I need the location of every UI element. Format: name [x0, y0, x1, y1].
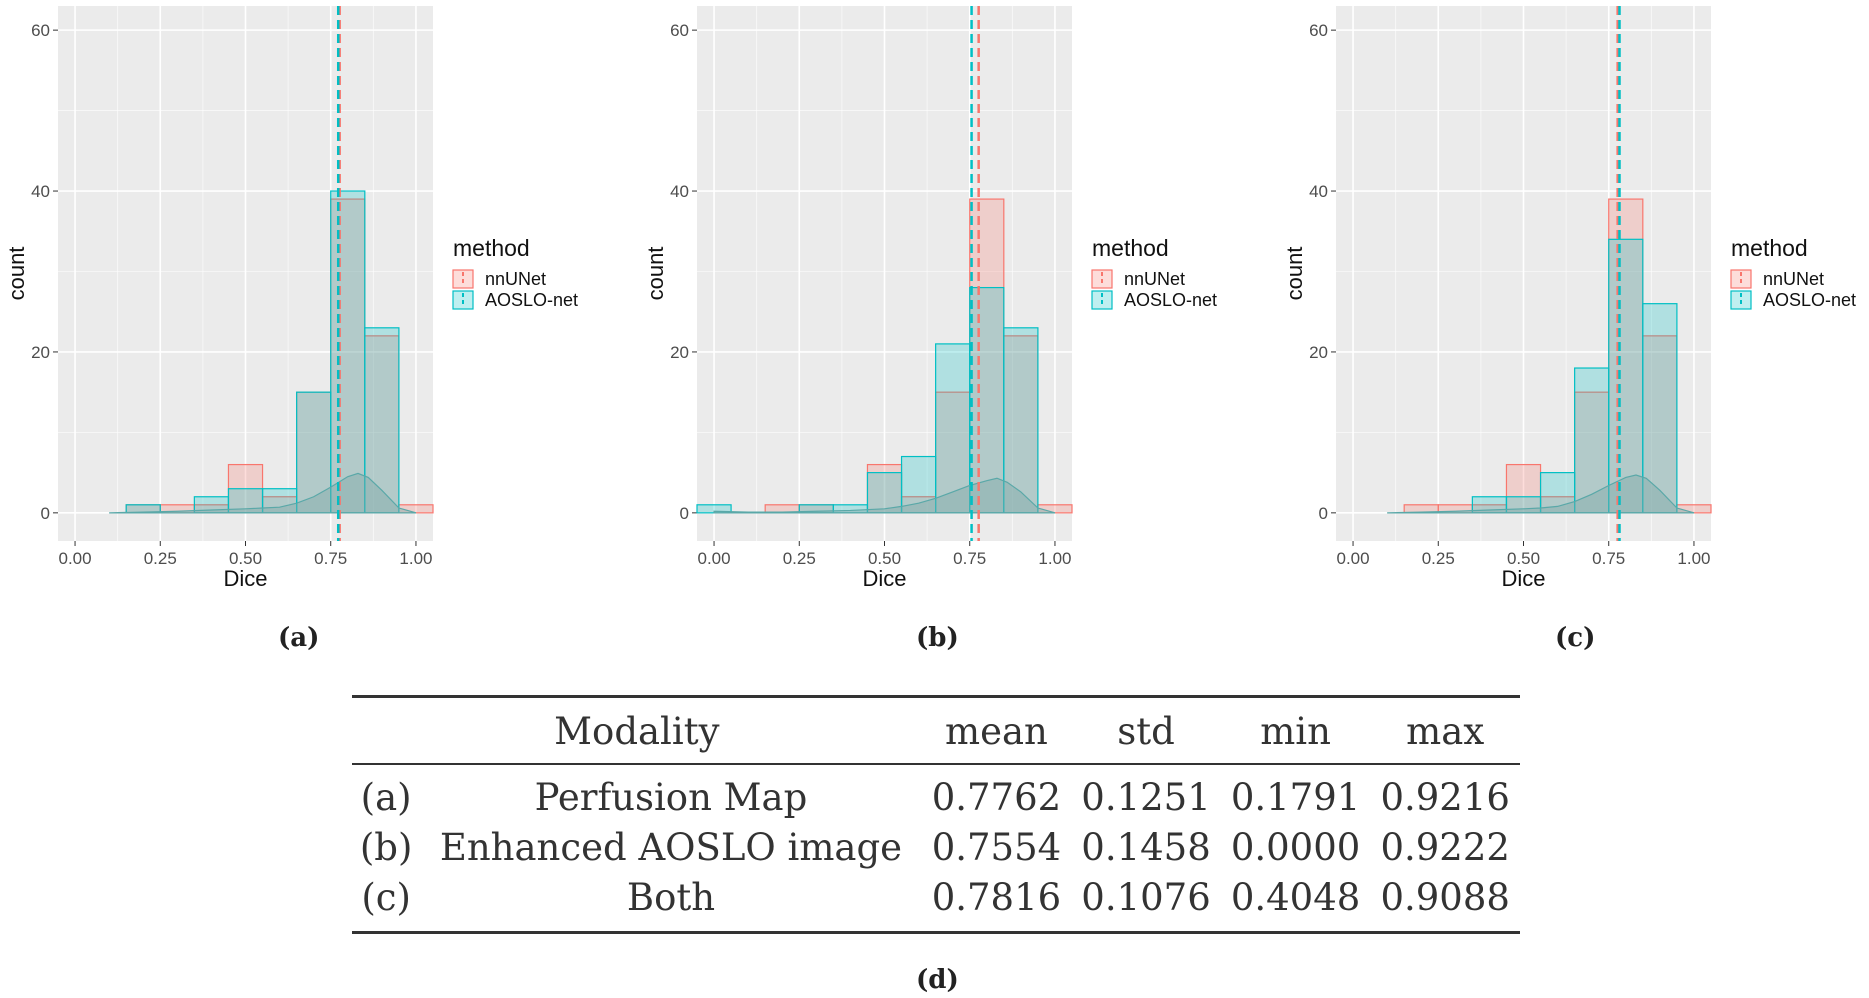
x-tick-label: 0.25: [1422, 549, 1455, 568]
x-tick-label: 0.75: [953, 549, 986, 568]
row-label: (a): [360, 776, 412, 819]
row-min: 0.0000: [1230, 826, 1361, 869]
x-axis-title: Dice: [1501, 566, 1545, 591]
density-curve: [713, 477, 1056, 514]
header-min: min: [1260, 710, 1331, 753]
row-std: 0.1076: [1081, 876, 1211, 919]
histogram-panel-1: 0.00 0.25 0.50 0.75 1.00 0 20 40 60 Dice count meth…: [4, 6, 578, 591]
y-axis-title: count: [643, 247, 668, 301]
caption-a: (a): [278, 623, 320, 653]
x-tick-label: 0.25: [144, 549, 177, 568]
legend-title: method: [453, 235, 530, 261]
row-label: (c): [361, 876, 411, 919]
row-max: 0.9088: [1380, 876, 1510, 919]
table-row: (a) Perfusion Map 0.7762 0.1251 0.1791 0…: [352, 764, 1520, 823]
row-std: 0.1251: [1081, 776, 1211, 819]
y-tick-label: 40: [670, 182, 689, 201]
legend-title: method: [1092, 235, 1169, 261]
caption-d: (d): [916, 965, 959, 995]
header-max: max: [1406, 710, 1485, 753]
table-row: (c) Both 0.7816 0.1076 0.4048 0.9088: [352, 873, 1520, 933]
y-tick-label: 60: [670, 21, 689, 40]
x-tick-label: 0.50: [868, 549, 901, 568]
row-mean: 0.7816: [931, 876, 1062, 919]
legend-label-aoslo-net: AOSLO-net: [1763, 290, 1856, 310]
y-tick-label: 60: [31, 21, 50, 40]
x-tick-label: 0.75: [314, 549, 347, 568]
histogram-bar-aoslo-net: [296, 391, 332, 514]
y-tick-label: 0: [1319, 504, 1328, 523]
histogram-panel-2: 0.00 0.25 0.50 0.75 1.00 0 20 40 60 Dice count meth…: [643, 6, 1217, 591]
x-tick-label: 1.00: [1038, 549, 1071, 568]
x-tick-label: 0.50: [1507, 549, 1540, 568]
header-std: std: [1117, 710, 1175, 753]
row-max: 0.9216: [1380, 776, 1510, 819]
y-tick-label: 20: [31, 343, 50, 362]
histogram-panel-3: 0.00 0.25 0.50 0.75 1.00 0 20 40 60 Dice count meth…: [1282, 6, 1856, 591]
row-label: (b): [359, 826, 413, 869]
y-tick-label: 40: [1309, 182, 1328, 201]
histogram-bar-nnunet: [1642, 335, 1678, 514]
y-tick-label: 40: [31, 182, 50, 201]
y-tick-label: 20: [1309, 343, 1328, 362]
y-tick-label: 20: [670, 343, 689, 362]
y-tick-label: 0: [680, 504, 689, 523]
x-tick-label: 1.00: [399, 549, 432, 568]
histogram-bar-aoslo-net: [1003, 327, 1039, 514]
row-modality: Perfusion Map: [534, 776, 808, 819]
histogram-bar-aoslo-net: [261, 488, 298, 514]
histogram-figures: 0.00 0.25 0.50 0.75 1.00 0 20 40 60 Dice count meth…: [4, 6, 1856, 591]
x-tick-label: 0.00: [1336, 549, 1369, 568]
results-table: Modality mean std min max (a) Perfusion …: [352, 695, 1520, 934]
y-axis-title: count: [1282, 247, 1307, 301]
y-tick-label: 0: [41, 504, 50, 523]
row-modality: Both: [626, 876, 716, 919]
legend-title: method: [1731, 235, 1808, 261]
x-axis-title: Dice: [223, 566, 267, 591]
histogram-bar-aoslo-net: [935, 343, 971, 514]
histogram-bar-aoslo-net: [1608, 238, 1644, 514]
legend-label-nnunet: nnUNet: [1763, 269, 1824, 289]
row-max: 0.9222: [1380, 826, 1510, 869]
x-tick-label: 1.00: [1677, 549, 1710, 568]
histogram-bar-nnunet: [1608, 198, 1644, 514]
header-mean: mean: [945, 710, 1048, 753]
histogram-bar-nnunet: [364, 335, 400, 514]
legend-label-aoslo-net: AOSLO-net: [485, 290, 578, 310]
row-mean: 0.7554: [931, 826, 1062, 869]
x-tick-label: 0.25: [783, 549, 816, 568]
x-tick-label: 0.50: [229, 549, 262, 568]
row-min: 0.4048: [1230, 876, 1361, 919]
histogram-bar-aoslo-net: [969, 286, 1005, 514]
y-tick-label: 60: [1309, 21, 1328, 40]
caption-b: (b): [916, 623, 959, 653]
x-tick-label: 0.75: [1592, 549, 1625, 568]
caption-c: (c): [1555, 623, 1596, 653]
y-axis-title: count: [4, 247, 29, 301]
histogram-bar-aoslo-net: [364, 327, 400, 514]
legend-label-nnunet: nnUNet: [485, 269, 546, 289]
x-tick-label: 0.00: [697, 549, 730, 568]
row-modality: Enhanced AOSLO image: [439, 826, 903, 869]
header-modality: Modality: [554, 710, 720, 753]
table-header-row: Modality mean std min max: [352, 696, 1520, 764]
histogram-bar-aoslo-net: [330, 190, 366, 514]
row-min: 0.1791: [1230, 776, 1361, 819]
legend-label-nnunet: nnUNet: [1124, 269, 1185, 289]
table-row: (b) Enhanced AOSLO image 0.7554 0.1458 0…: [352, 823, 1520, 873]
legend-label-aoslo-net: AOSLO-net: [1124, 290, 1217, 310]
x-axis-title: Dice: [862, 566, 906, 591]
x-tick-label: 0.00: [58, 549, 91, 568]
row-mean: 0.7762: [931, 776, 1062, 819]
row-std: 0.1458: [1081, 826, 1211, 869]
histogram-bar-aoslo-net: [1642, 303, 1678, 514]
